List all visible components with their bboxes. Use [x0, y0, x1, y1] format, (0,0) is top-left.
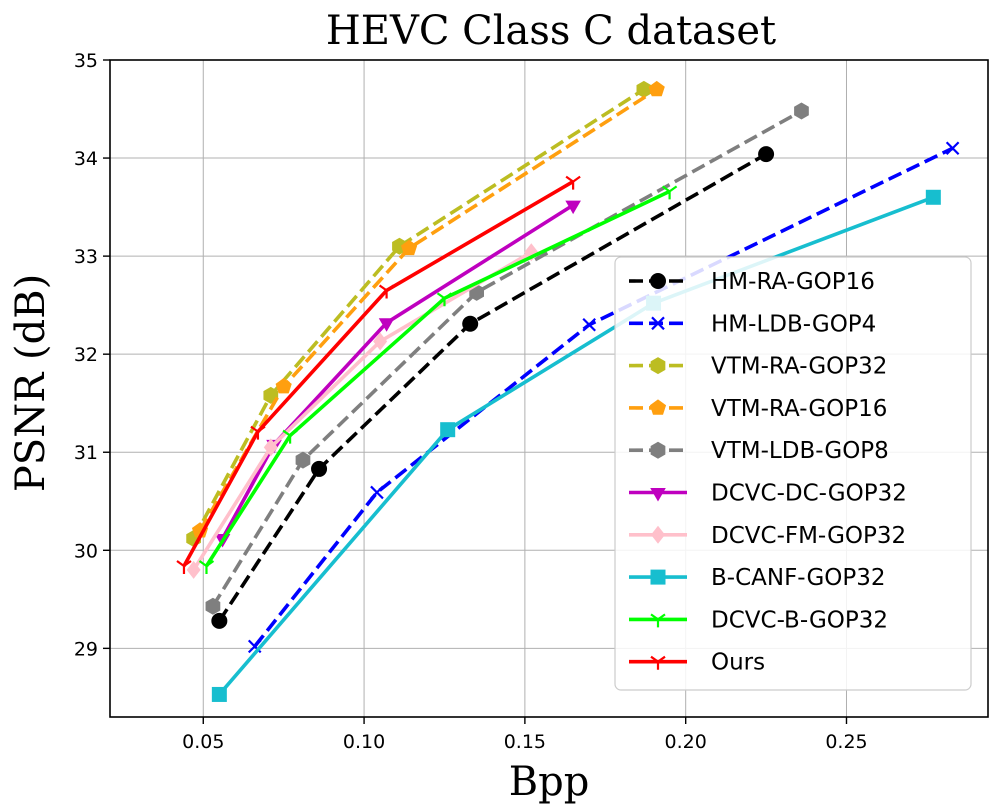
- series-vtm-ldb-gop8: [205, 102, 809, 615]
- x-tick-label: 0.20: [665, 731, 707, 753]
- legend-marker: [649, 399, 667, 415]
- plot-frame: [109, 59, 989, 718]
- data-point: [311, 460, 328, 477]
- legend-marker: [651, 316, 665, 331]
- data-point: [945, 141, 960, 156]
- legend-label: DCVC-FM-GOP32: [711, 523, 906, 549]
- series-line-dcvc-fm-gop32: [192, 250, 533, 571]
- legend-item-dcvc-b-gop32: DCVC-B-GOP32: [629, 607, 888, 633]
- data-point: [440, 422, 456, 438]
- legend-item-hm-ra-gop16: HM-RA-GOP16: [629, 269, 875, 295]
- legend-label: HM-LDB-GOP4: [711, 311, 876, 337]
- data-point: [370, 485, 384, 500]
- legend-label: DCVC-DC-GOP32: [711, 481, 907, 507]
- data-point: [401, 239, 418, 256]
- x-tick-label: 0.15: [504, 731, 546, 753]
- legend-item-b-canf-gop32: B-CANF-GOP32: [629, 565, 886, 591]
- legend-label: Ours: [711, 650, 765, 676]
- legend-item-ours: Ours: [629, 650, 765, 676]
- y-tick-label: 29: [74, 638, 98, 660]
- series-dcvc-dc-gop32: [214, 200, 581, 548]
- series-line-dcvc-b-gop32: [204, 189, 671, 567]
- legend-label: VTM-RA-GOP32: [711, 354, 887, 380]
- data-point: [373, 332, 388, 351]
- data-point: [211, 612, 228, 629]
- series-dcvc-b-gop32: [198, 185, 678, 574]
- data-point: [565, 175, 581, 190]
- axis-ticks: 0.05 0.10 0.15 0.20 0.25 29 30 31 32 33 34 35: [74, 50, 868, 753]
- legend-label: DCVC-B-GOP32: [711, 607, 888, 633]
- legend-marker: [650, 488, 666, 502]
- legend-label: VTM-LDB-GOP8: [711, 438, 889, 464]
- y-tick-label: 33: [74, 246, 98, 268]
- series-line-vtm-ra-gop16: [198, 87, 658, 532]
- data-point: [565, 200, 581, 215]
- x-tick-label: 0.25: [825, 731, 867, 753]
- data-point: [378, 284, 395, 299]
- legend: HM-RA-GOP16 HM-LDB-GOP4 VTM-RA-GOP32 VTM-RA…: [614, 256, 972, 691]
- legend-marker: [650, 273, 666, 289]
- data-point: [176, 560, 192, 574]
- legend-marker: [650, 655, 666, 670]
- y-axis-label: PSNR (dB): [8, 274, 54, 492]
- legend-label: HM-RA-GOP16: [711, 269, 875, 295]
- y-tick-label: 32: [74, 344, 98, 366]
- legend-item-vtm-ldb-gop8: VTM-LDB-GOP8: [629, 438, 889, 464]
- data-point: [282, 429, 298, 444]
- data-point: [211, 686, 227, 702]
- legend-box: [614, 256, 972, 691]
- legend-marker: [650, 569, 666, 585]
- series-ours: [176, 175, 581, 574]
- data-point: [794, 102, 809, 120]
- data-point: [758, 146, 775, 163]
- legend-label: B-CANF-GOP32: [711, 565, 886, 591]
- x-tick-label: 0.10: [343, 731, 385, 753]
- data-point: [462, 315, 479, 332]
- series-line-vtm-ldb-gop8: [211, 109, 803, 608]
- legend-marker: [650, 357, 666, 375]
- legend-marker: [650, 613, 666, 628]
- legend-label: VTM-RA-GOP16: [711, 396, 887, 422]
- data-point: [436, 292, 453, 307]
- data-point: [378, 318, 395, 332]
- y-tick-label: 30: [74, 540, 98, 562]
- data-point: [263, 438, 278, 457]
- y-tick-label: 34: [74, 148, 98, 170]
- data-point: [275, 378, 292, 394]
- legend-marker: [651, 525, 665, 544]
- series-line-ours: [182, 180, 575, 567]
- series-vtm-ra-gop16: [191, 80, 665, 538]
- data-point: [250, 425, 266, 440]
- data-point: [198, 560, 215, 574]
- series-line-b-canf-gop32: [217, 195, 934, 696]
- data-point: [661, 185, 678, 200]
- y-tick-label: 35: [74, 50, 98, 72]
- series-hm-ra-gop16: [211, 146, 775, 629]
- legend-item-hm-ldb-gop4: HM-LDB-GOP4: [629, 311, 876, 337]
- x-axis-label: Bpp: [509, 759, 590, 805]
- legend-item-dcvc-dc-gop32: DCVC-DC-GOP32: [629, 481, 907, 507]
- legend-item-vtm-ra-gop16: VTM-RA-GOP16: [629, 396, 887, 422]
- data-point: [205, 597, 221, 615]
- plot-series: [176, 80, 960, 702]
- chart-title: HEVC Class C dataset: [326, 8, 776, 54]
- legend-item-dcvc-fm-gop32: DCVC-FM-GOP32: [629, 523, 906, 549]
- data-point: [648, 80, 665, 97]
- series-line-dcvc-dc-gop32: [220, 203, 575, 540]
- data-point: [582, 317, 596, 332]
- series-line-hm-ra-gop16: [217, 152, 767, 622]
- data-point: [925, 189, 941, 205]
- data-point: [295, 451, 311, 469]
- series-line-vtm-ra-gop32: [192, 87, 645, 540]
- x-tick-label: 0.05: [182, 731, 224, 753]
- data-point: [186, 560, 201, 579]
- data-point: [636, 80, 652, 98]
- legend-item-vtm-ra-gop32: VTM-RA-GOP32: [629, 354, 887, 380]
- y-tick-label: 31: [74, 442, 98, 464]
- legend-marker: [650, 441, 666, 459]
